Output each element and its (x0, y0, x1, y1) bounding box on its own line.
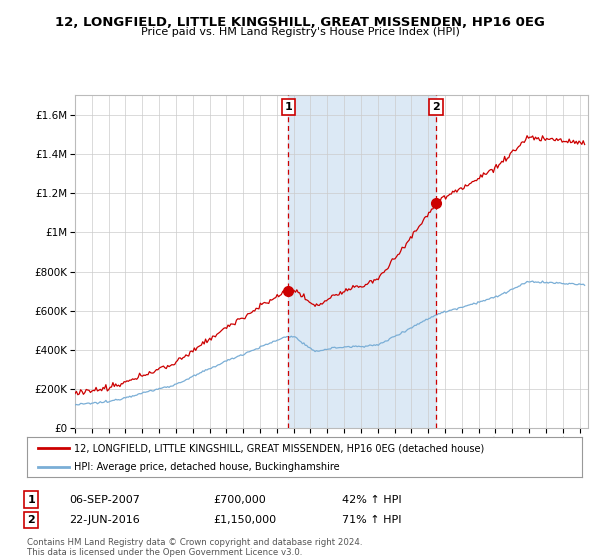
Text: £1,150,000: £1,150,000 (213, 515, 276, 525)
Bar (288, 95, 436, 428)
Text: £700,000: £700,000 (213, 494, 266, 505)
Text: 06-SEP-2007: 06-SEP-2007 (69, 494, 140, 505)
Text: 12, LONGFIELD, LITTLE KINGSHILL, GREAT MISSENDEN, HP16 0EG (detached house): 12, LONGFIELD, LITTLE KINGSHILL, GREAT M… (74, 443, 484, 453)
Text: 42% ↑ HPI: 42% ↑ HPI (342, 494, 401, 505)
Text: 71% ↑ HPI: 71% ↑ HPI (342, 515, 401, 525)
Text: Contains HM Land Registry data © Crown copyright and database right 2024.
This d: Contains HM Land Registry data © Crown c… (27, 538, 362, 557)
Text: HPI: Average price, detached house, Buckinghamshire: HPI: Average price, detached house, Buck… (74, 462, 340, 472)
Text: Price paid vs. HM Land Registry's House Price Index (HPI): Price paid vs. HM Land Registry's House … (140, 27, 460, 37)
Text: 1: 1 (284, 102, 292, 112)
Text: 1: 1 (28, 494, 35, 505)
Text: 22-JUN-2016: 22-JUN-2016 (69, 515, 140, 525)
Text: 2: 2 (432, 102, 440, 112)
Text: 2: 2 (28, 515, 35, 525)
Text: 12, LONGFIELD, LITTLE KINGSHILL, GREAT MISSENDEN, HP16 0EG: 12, LONGFIELD, LITTLE KINGSHILL, GREAT M… (55, 16, 545, 29)
